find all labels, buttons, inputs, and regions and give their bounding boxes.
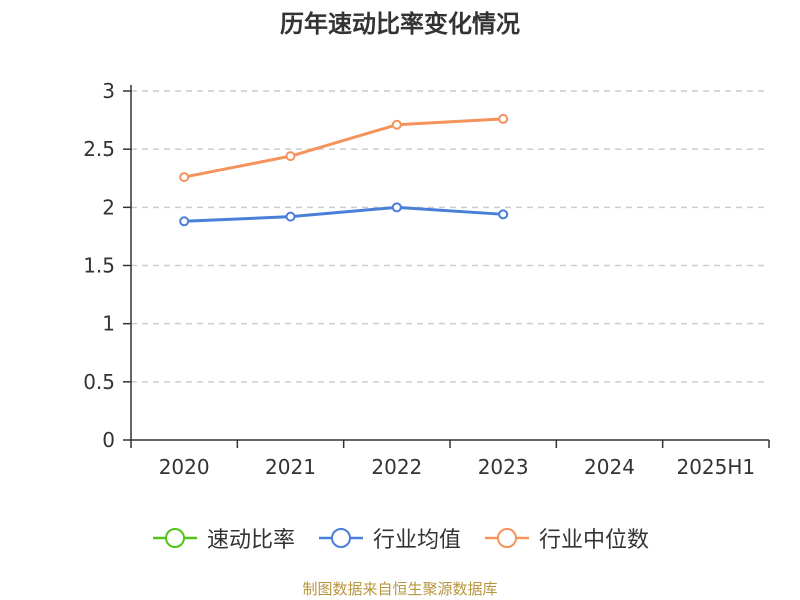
- y-tick-label: 2: [102, 195, 115, 219]
- x-tick-label: 2025H1: [676, 455, 755, 479]
- x-tick-label: 2020: [159, 455, 210, 479]
- data-point: [285, 211, 296, 222]
- chart-title: 历年速动比率变化情况: [280, 10, 520, 38]
- data-point: [285, 151, 296, 162]
- x-tick-label: 2024: [584, 455, 635, 479]
- legend-label: 行业均值: [372, 528, 461, 553]
- legend: 速动比率 行业均值 行业中位数: [0, 520, 800, 556]
- series-line-2: [183, 117, 504, 179]
- y-tick-label: 3: [102, 79, 115, 103]
- y-tick-label: 1: [102, 312, 115, 336]
- legend-marker-icon: [318, 528, 363, 548]
- legend-item[interactable]: 行业均值: [317, 522, 461, 554]
- data-point: [391, 119, 402, 130]
- legend-label: 行业中位数: [539, 528, 650, 553]
- legend-item[interactable]: 速动比率: [151, 522, 295, 554]
- x-tick-label: 2021: [265, 455, 316, 479]
- source-note: 制图数据来自恒生聚源数据库: [302, 580, 498, 598]
- x-tick-label: 2023: [478, 455, 529, 479]
- legend-label: 速动比率: [206, 528, 295, 553]
- data-point: [179, 172, 190, 183]
- y-tick-label: 0.5: [83, 370, 115, 394]
- legend-marker-icon: [485, 528, 529, 548]
- x-tick-label: 2022: [371, 455, 422, 479]
- legend-marker-icon: [152, 528, 197, 548]
- y-tick-label: 2.5: [83, 137, 115, 161]
- data-point: [498, 209, 509, 220]
- series-line-1: [184, 205, 504, 223]
- data-point: [498, 113, 509, 124]
- legend-item[interactable]: 行业中位数: [483, 522, 649, 554]
- data-point: [391, 202, 402, 213]
- y-tick-label: 1.5: [83, 254, 115, 278]
- y-tick-label: 0: [102, 428, 115, 452]
- data-point: [179, 216, 190, 227]
